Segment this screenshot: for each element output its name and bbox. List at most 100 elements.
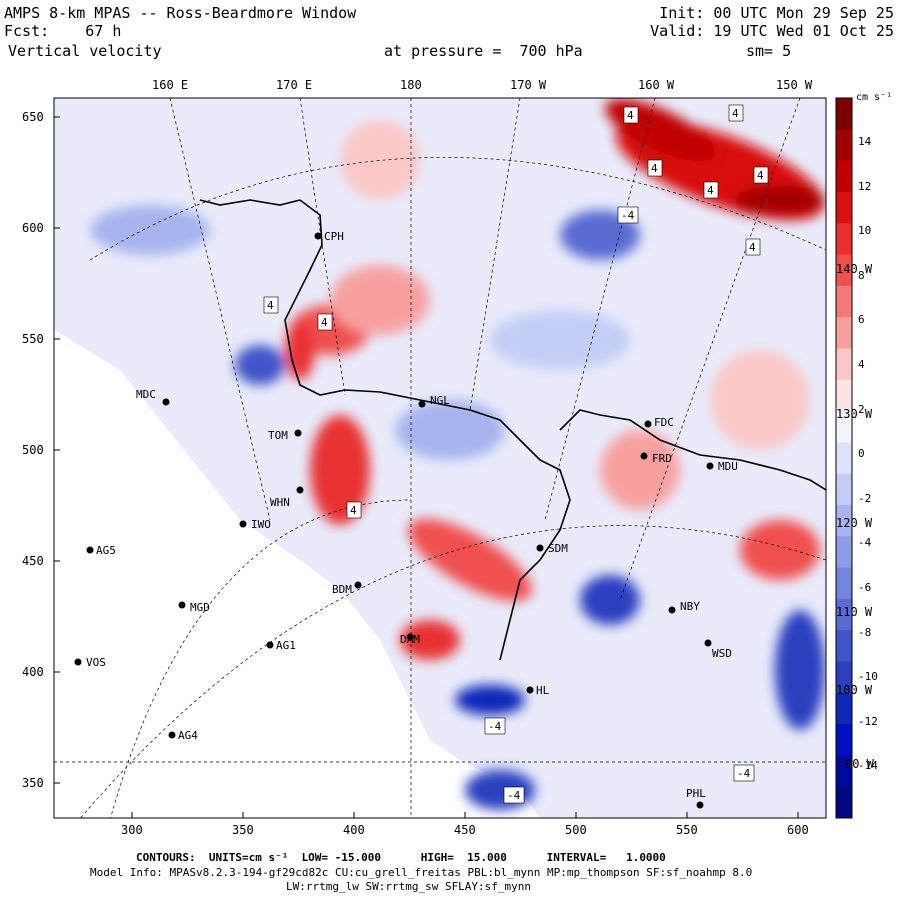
contour-label: 4 <box>321 316 328 329</box>
colorbar-label: 0 <box>858 447 865 461</box>
field-blobs <box>90 98 825 810</box>
station-label: SDM <box>548 542 568 555</box>
station-label: DAM <box>400 633 420 646</box>
station-label: IWO <box>251 518 271 531</box>
station-marker <box>294 429 302 437</box>
contour-label-box <box>346 501 362 519</box>
station-label: CPH <box>324 230 344 243</box>
x-tick-300: 300 <box>121 823 143 837</box>
lon-label-170e: 170 E <box>276 78 313 92</box>
lon-label-160w: 160 W <box>638 78 675 92</box>
void-region <box>54 330 540 818</box>
x-tick-600: 600 <box>787 823 809 837</box>
lon-label-150w: 150 W <box>776 78 813 92</box>
contour-label: -4 <box>507 789 521 802</box>
station-marker <box>406 633 414 641</box>
contour-label-box <box>703 181 719 199</box>
x-tick-400: 400 <box>343 823 365 837</box>
colorbar-label: 8 <box>858 268 865 282</box>
contour-label-box <box>484 717 506 735</box>
colorbar-label: 4 <box>858 358 865 371</box>
colorbar-swatch <box>836 755 852 788</box>
colorbar-swatch <box>836 786 852 819</box>
y-tick-600: 600 <box>22 221 44 235</box>
colorbar-swatch <box>836 473 852 506</box>
station-marker <box>704 639 712 647</box>
contour-label: 4 <box>707 184 714 197</box>
colorbar-swatch <box>836 285 852 318</box>
lon-label-100w: 100 W <box>836 683 873 697</box>
contour-label-box <box>728 104 744 122</box>
colorbar-swatch <box>836 536 852 569</box>
colorbar-swatch <box>836 223 852 256</box>
stations-layer: CPH MDC NGL FDC FRD MDU TOM WHN IWO AG5 SDM BDM MGD D… <box>74 230 738 809</box>
colorbar-label: -2 <box>858 491 872 505</box>
station-marker <box>418 400 426 408</box>
station-label: AG1 <box>276 639 296 652</box>
station-marker <box>354 581 362 589</box>
colorbar-label: -4 <box>858 536 872 550</box>
axis-ticks <box>54 116 799 818</box>
contour-label: 4 <box>627 109 634 122</box>
colorbar-swatch <box>836 317 852 349</box>
colorbar-frame <box>835 97 853 819</box>
lon-label-160e: 160 E <box>152 78 189 92</box>
field-name: Vertical velocity <box>8 42 162 60</box>
y-tick-500: 500 <box>22 443 44 457</box>
station-label: NBY <box>680 600 700 613</box>
y-tick-450: 450 <box>22 554 44 568</box>
station-label: FRD <box>652 452 672 465</box>
colorbar-label: -10 <box>858 670 878 684</box>
station-marker <box>178 601 186 609</box>
colorbar-swatch <box>836 379 852 412</box>
plot-area <box>54 98 826 818</box>
contour-label-box <box>745 238 761 256</box>
contour-label: -4 <box>737 767 751 780</box>
colorbar-swatch <box>836 348 852 381</box>
contour-labels-layer: 4 4 -4 4 4 4 4 4 4 4 -4 -4 -4 <box>263 104 769 804</box>
colorbar-swatch <box>836 661 852 694</box>
station-label: TOM <box>268 429 288 442</box>
colorbar-label: 10 <box>858 224 872 238</box>
colorbar-swatch <box>836 598 852 631</box>
colorbar-label: -14 <box>858 759 878 773</box>
contour-label: -4 <box>621 209 635 222</box>
contour-label-box <box>617 206 639 224</box>
station-marker <box>668 606 676 614</box>
lon-label-110w: 110 W <box>836 605 873 619</box>
colorbar-swatch <box>836 504 852 537</box>
y-tick-550: 550 <box>22 332 44 346</box>
station-marker <box>640 452 648 460</box>
colorbar-swatch <box>836 254 852 287</box>
valid-time: Valid: 19 UTC Wed 01 Oct 25 <box>650 22 894 40</box>
station-label: FDC <box>654 416 674 429</box>
station-marker <box>644 420 652 428</box>
colorbar-swatch <box>836 442 852 475</box>
init-time: Init: 00 UTC Mon 29 Sep 25 <box>659 4 894 22</box>
station-label: WHN <box>270 496 290 509</box>
model-info: Model Info: MPASv8.2.3-194-gf29cd82c CU:… <box>90 866 753 879</box>
y-tick-400: 400 <box>22 665 44 679</box>
pressure-level: at pressure = 700 hPa <box>384 42 583 60</box>
station-marker <box>168 731 176 739</box>
x-tick-450: 450 <box>454 823 476 837</box>
contour-label: -4 <box>488 720 502 733</box>
station-marker <box>266 641 274 649</box>
contour-label-box <box>263 296 279 314</box>
colorbar-label: 12 <box>858 179 872 193</box>
lon-label-130w: 130 W <box>836 407 873 421</box>
station-label: WSD <box>712 647 732 660</box>
contour-label: 4 <box>350 504 357 517</box>
colorbar-label: 2 <box>858 402 865 416</box>
contour-label-box <box>753 166 769 184</box>
colorbar-swatch <box>836 567 852 600</box>
colorbar-swatch <box>836 411 852 443</box>
station-marker <box>86 546 94 554</box>
map-title: AMPS 8-km MPAS -- Ross-Beardmore Window <box>4 4 357 22</box>
model-info-2: LW:rrtmg_lw SW:rrtmg_sw SFLAY:sf_mynn <box>286 880 532 893</box>
colorbar-swatch <box>836 692 852 725</box>
contour-label: 4 <box>749 241 756 254</box>
colorbar-label: -6 <box>858 581 872 594</box>
lon-label-170w: 170 W <box>510 78 547 92</box>
contour-label-box <box>647 159 663 177</box>
